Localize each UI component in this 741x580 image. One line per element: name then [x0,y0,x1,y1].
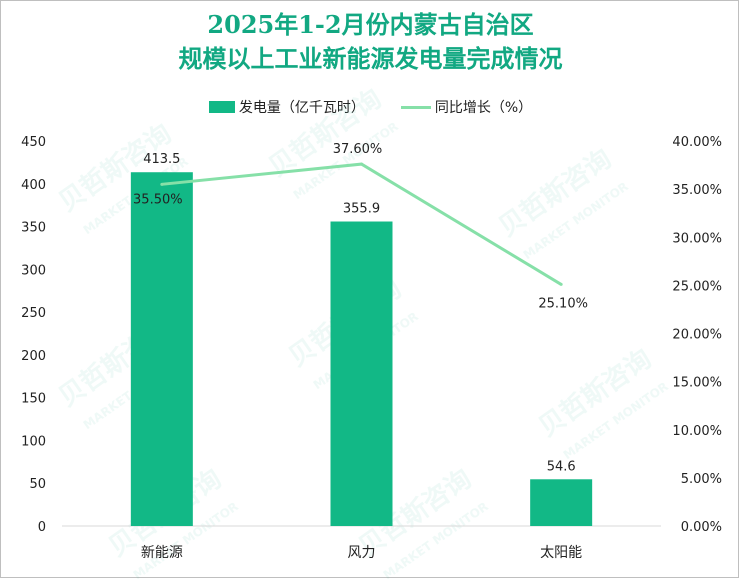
bar [530,479,593,526]
y-left-tick-label: 350 [21,221,46,236]
y-left-tick-label: 300 [21,263,46,278]
y-right-tick-label: 35.00% [672,183,722,198]
chart-title-line1: 2025年1-2月份内蒙古自治区 [207,10,534,39]
bar-data-label: 355.9 [343,202,380,217]
legend-item-line: 同比增长（%） [400,97,533,117]
y-left-tick-label: 250 [21,306,46,321]
bar [130,172,193,526]
line-layer [160,162,563,286]
line-data-label: 25.10% [538,296,588,311]
legend-label-line: 同比增长（%） [434,100,533,116]
y-right-tick-label: 15.00% [672,376,722,391]
y-left-tick-label: 0 [38,520,46,535]
bar-data-label: 54.6 [547,459,576,474]
legend-swatch-bar [208,101,235,113]
y-right-tick-label: 0.00% [681,520,722,535]
line-point [360,162,363,166]
chart-title-line2: 规模以上工业新能源发电量完成情况 [178,44,563,73]
legend-item-bar: 发电量（亿千瓦时） [208,97,365,117]
line-data-label: 35.50% [133,192,183,207]
y-left-tick-label: 450 [21,135,46,150]
bars-layer [130,172,593,526]
y-right-tick-label: 5.00% [681,472,722,487]
y-right-tick-label: 30.00% [672,231,722,246]
y-left-tick-label: 50 [29,477,46,492]
labels-layer: 413.5 355.9 54.6 35.50% 37.60% 25.10% [133,142,588,474]
x-tick-label: 新能源 [141,545,183,561]
y-left-tick-label: 400 [21,178,46,193]
y-right-tick-label: 25.00% [672,279,722,294]
y-right-tick-label: 40.00% [672,135,722,150]
line-data-label: 37.60% [333,142,383,157]
y-right-tick-label: 20.00% [672,328,722,343]
y-left-tick-label: 100 [21,434,46,449]
bar-data-label: 413.5 [143,152,180,167]
y-left-tick-label: 150 [21,392,46,407]
y-left-tick-label: 200 [21,349,46,364]
chart-legend: 发电量（亿千瓦时） 同比增长（%） [0,96,741,118]
legend-swatch-line [400,105,431,109]
x-tick-label: 太阳能 [540,545,582,561]
line-point [160,182,164,186]
x-tick-label: 风力 [348,545,376,561]
legend-label-bar: 发电量（亿千瓦时） [238,100,365,116]
bar [330,221,393,526]
line-point [559,282,563,286]
y-right-tick-label: 10.00% [672,424,722,439]
